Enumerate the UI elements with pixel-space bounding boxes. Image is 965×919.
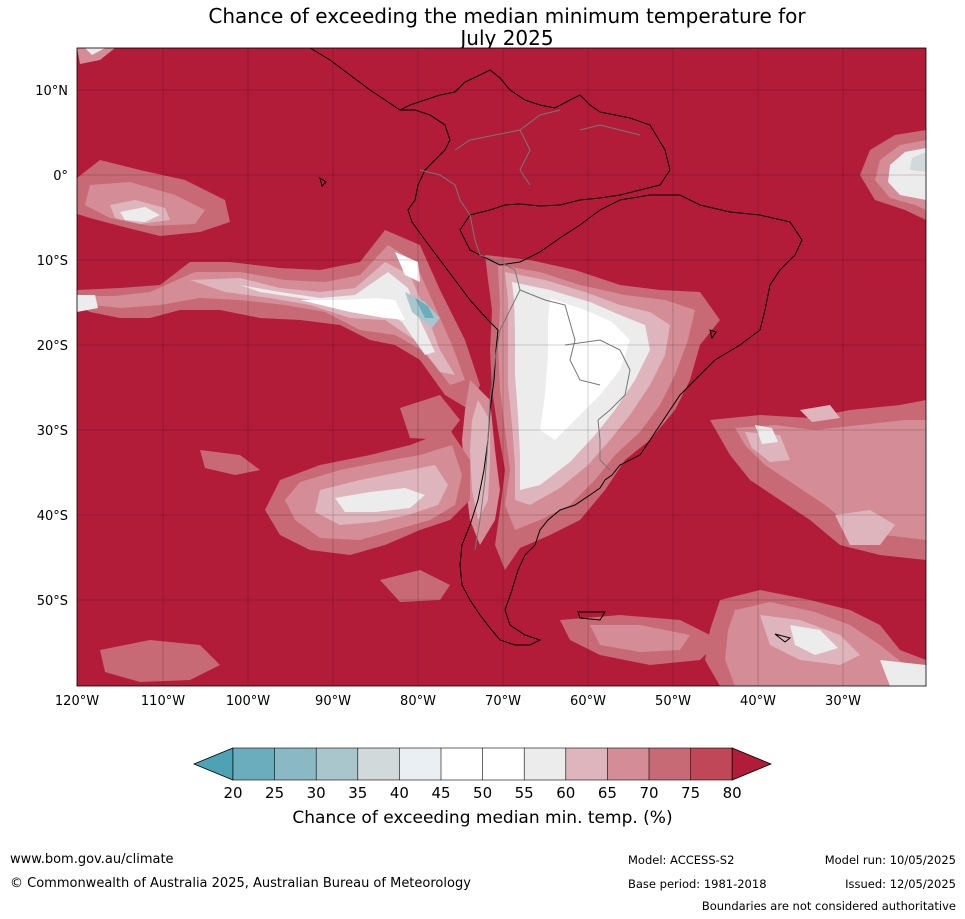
lon-label: 100°W: [226, 694, 270, 709]
colorbar-swatch: [607, 748, 649, 780]
lat-label: 10°S: [37, 254, 68, 269]
lon-label: 50°W: [655, 694, 691, 709]
colorbar-tick: 35: [348, 784, 367, 802]
lon-label: 30°W: [825, 694, 861, 709]
colorbar-swatch: [274, 748, 317, 780]
coastline: [309, 48, 803, 646]
lon-label: 80°W: [400, 694, 436, 709]
probability-contours: [77, 48, 926, 686]
colorbar-title: Chance of exceeding median min. temp. (%…: [292, 808, 673, 828]
model-text: Model: ACCESS-S2: [628, 853, 735, 867]
colorbar-swatch: [649, 748, 691, 780]
latitude-labels: 10°N 0° 10°S 20°S 30°S 40°S 50°S: [35, 84, 68, 609]
lon-label: 110°W: [141, 694, 185, 709]
lat-label: 20°S: [37, 339, 68, 354]
issued-text: Issued: 12/05/2025: [845, 877, 956, 891]
lon-label: 60°W: [570, 694, 606, 709]
colorbar-tick: 65: [598, 784, 617, 802]
map-title: Chance of exceeding the median minimum t…: [0, 5, 965, 49]
copyright-text: © Commonwealth of Australia 2025, Austra…: [10, 876, 471, 891]
map-title-line1: Chance of exceeding the median minimum t…: [208, 4, 806, 28]
lon-label: 70°W: [485, 694, 521, 709]
model-run-text: Model run: 10/05/2025: [824, 853, 956, 867]
lat-label: 0°: [53, 169, 68, 184]
lat-label: 10°N: [35, 84, 68, 99]
colorbar-tick: 50: [473, 784, 492, 802]
colorbar-swatch: [565, 748, 608, 780]
colorbar-swatch: [357, 748, 400, 780]
lon-label: 90°W: [315, 694, 351, 709]
website-link[interactable]: www.bom.gov.au/climate: [10, 852, 174, 867]
map-frame: [76, 47, 927, 687]
colorbar-swatch: [316, 748, 358, 780]
lat-label: 30°S: [37, 424, 68, 439]
colorbar-swatch: [399, 748, 441, 780]
lat-label: 40°S: [37, 509, 68, 524]
colorbar-tick: 45: [431, 784, 450, 802]
colorbar-tick: 40: [390, 784, 409, 802]
country-borders: [419, 109, 641, 551]
map-title-line2: July 2025: [460, 26, 554, 50]
colorbar-swatch: [482, 748, 525, 780]
colorbar-tick: 80: [723, 784, 742, 802]
graticule: [77, 48, 926, 686]
lon-label: 40°W: [740, 694, 776, 709]
colorbar-swatch: [690, 748, 733, 780]
colorbar-swatch: [441, 748, 483, 780]
colorbar-swatch: [524, 748, 566, 780]
colorbar: 20 25 30 35 40 45 50 55 60 65 70 75 80: [192, 747, 773, 802]
colorbar-tick: 25: [265, 784, 284, 802]
colorbar-tick: 75: [681, 784, 700, 802]
colorbar-swatch: [233, 748, 275, 780]
colorbar-low-arrow: [192, 747, 234, 781]
base-period-text: Base period: 1981-2018: [628, 877, 767, 891]
colorbar-tick: 60: [556, 784, 575, 802]
colorbar-high-arrow: [731, 747, 773, 781]
lon-label: 120°W: [55, 694, 99, 709]
longitude-labels: 120°W 110°W 100°W 90°W 80°W 70°W 60°W 50…: [55, 694, 861, 709]
lat-label: 50°S: [37, 594, 68, 609]
colorbar-tick: 55: [515, 784, 534, 802]
colorbar-tick: 30: [307, 784, 326, 802]
colorbar-tick: 20: [223, 784, 242, 802]
colorbar-tick: 70: [639, 784, 658, 802]
disclaimer-text: Boundaries are not considered authoritat…: [701, 899, 956, 913]
